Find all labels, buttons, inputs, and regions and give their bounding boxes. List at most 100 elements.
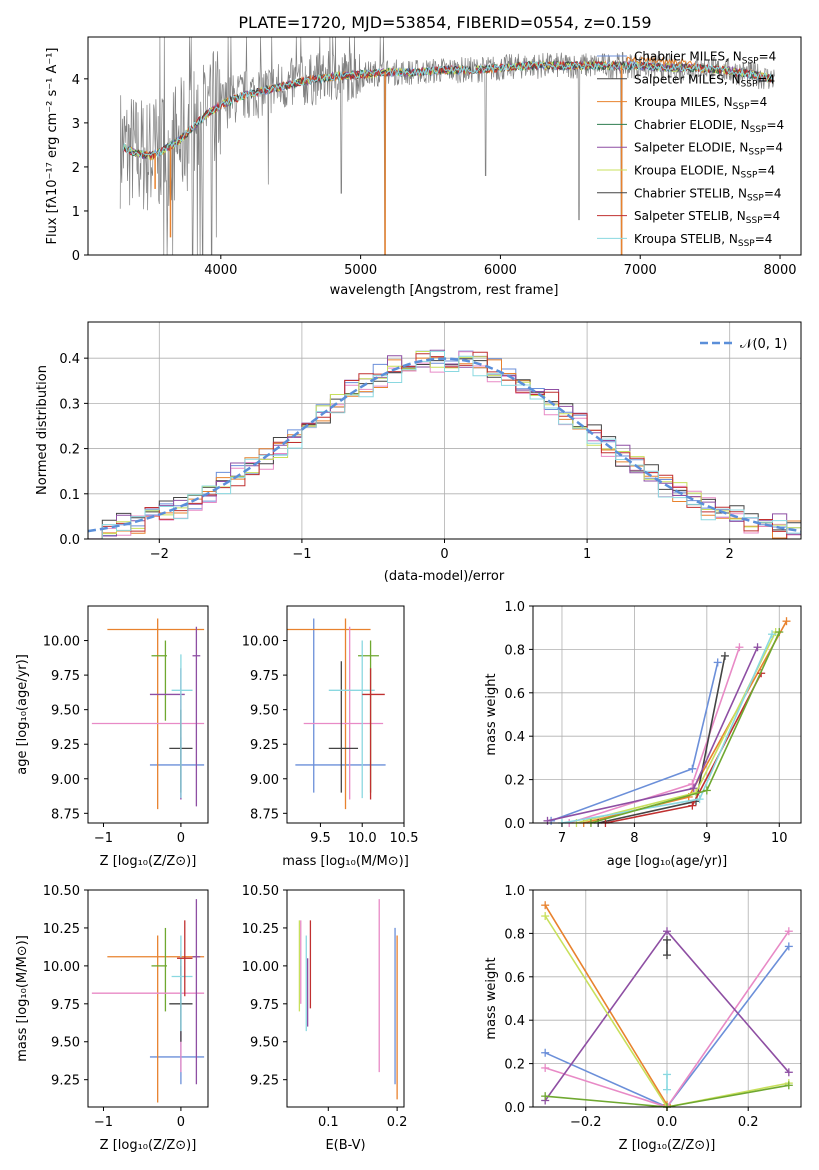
spectrum-model-line — [122, 60, 774, 160]
panel-age_vs_mass: 9.5 10.0 10.5 8.75 9.00 9.25 9.50 9.75 10.00 mass… — [242, 605, 418, 869]
panel-mass_vs_Z: −1 0 9.25 9.50 9.75 10.00 10.25 10.50 Z [log₁₀(Z… — [15, 884, 209, 1153]
spectrum-xtick-label: 5000 — [344, 263, 377, 278]
residuals-ytick-label: 0.1 — [59, 488, 80, 503]
residuals-xtick-label: 2 — [726, 547, 734, 562]
spectrum-legend-label: Salpeter ELODIE, NSSP=4 — [634, 141, 783, 158]
spectrum-legend-label-part: Kroupa STELIB, N — [634, 232, 738, 246]
massweight_vs_age-ylabel: mass weight — [484, 673, 499, 755]
spectrum-legend-label: Kroupa STELIB, NSSP=4 — [634, 232, 772, 249]
age_vs_Z-ytick-label: 9.00 — [51, 773, 80, 788]
massweight_vs_age-xtick-label: 9 — [703, 831, 711, 846]
age_vs_mass-ytick-label: 9.75 — [250, 669, 279, 684]
mass_vs_ebv-ytick-label: 9.25 — [250, 1074, 279, 1089]
residuals-xtick-label: −1 — [292, 547, 311, 562]
mass_vs_Z-ytick-label: 9.25 — [51, 1074, 80, 1089]
mass_vs_Z-ytick-label: 10.50 — [43, 884, 80, 899]
spectrum-legend-label-part: SSP — [750, 125, 767, 135]
spectrum-ytick-label: 4 — [72, 73, 80, 88]
spectrum-ticks: 4000 5000 6000 7000 8000 0 1 2 3 4 — [72, 73, 797, 278]
massweight_vs_Z-xlabel: Z [log₁₀(Z/Z⊙)] — [619, 1138, 716, 1153]
massweight_vs_age-line — [547, 646, 759, 822]
spectrum-xtick-label: 8000 — [763, 263, 796, 278]
spectrum-legend-label-part: =4 — [759, 50, 777, 64]
spectrum-legend-label-part: SSP — [741, 79, 758, 89]
massweight_vs_Z-ytick-label: 1.0 — [504, 884, 525, 899]
spectrum-ylabel: Flux [fλ10⁻¹⁷ erg cm⁻² s⁻¹ A⁻¹] — [45, 48, 60, 245]
massweight_vs_Z-line — [544, 904, 668, 1106]
residuals-xtick-label: −2 — [150, 547, 169, 562]
massweight_vs_age-ytick-label: 0.4 — [504, 730, 525, 745]
spectrum-legend-label-part: SSP — [742, 57, 759, 67]
spectrum-legend-label: Chabrier MILES, NSSP=4 — [634, 50, 776, 67]
spectrum-legend-label-part: SSP — [738, 239, 755, 249]
spectrum-xtick-label: 6000 — [484, 263, 517, 278]
spectrum-legend-label-part: =4 — [757, 72, 775, 86]
age_vs_mass-ytick-label: 8.75 — [250, 807, 279, 822]
panel-age_vs_Z: −1 0 8.75 9.00 9.25 9.50 9.75 10.00 Z [log₁₀(Z/Z… — [15, 605, 209, 869]
massweight_vs_age-xtick-label: 7 — [558, 831, 566, 846]
mass_vs_Z-ytick-label: 9.75 — [51, 998, 80, 1013]
mass_vs_Z-ytick-label: 9.50 — [51, 1036, 80, 1051]
massweight_vs_age-ytick-label: 1.0 — [504, 600, 525, 615]
age_vs_Z-frame — [87, 605, 209, 824]
spectrum-legend-label-part: =4 — [766, 118, 784, 132]
age_vs_mass-ytick-label: 9.25 — [250, 738, 279, 753]
residuals-legend: 𝒩(0, 1) — [700, 337, 787, 352]
massweight_vs_Z-ytick-label: 0.0 — [504, 1101, 525, 1116]
spectrum-legend-label: Kroupa MILES, NSSP=4 — [634, 95, 767, 112]
spectrum-lines — [119, 37, 775, 255]
mass_vs_ebv-frame — [286, 889, 405, 1108]
residuals-ytick-label: 0.2 — [59, 443, 80, 458]
panel-massweight_vs_Z: −0.2 0.0 0.2 0.0 0.2 0.4 0.6 0.8 1.0 Z [log₁₀(Z/Z… — [484, 884, 802, 1153]
mass_vs_ebv-xtick-label: 0.2 — [387, 1115, 408, 1130]
massweight_vs_age-ytick-label: 0.8 — [504, 643, 525, 658]
spectrum-legend-label-part: =4 — [764, 186, 782, 200]
residuals-xlabel: (data-model)/error — [384, 569, 505, 584]
mass_vs_ebv-xlabel: E(B-V) — [325, 1138, 365, 1153]
spectrum-plot-area — [119, 37, 775, 255]
spectrum-legend-label-part: =4 — [763, 209, 781, 223]
residuals-ticks: −2 −1 0 1 2 0.0 0.1 0.2 0.3 0.4 — [59, 352, 734, 562]
spectrum-legend-label: Salpeter MILES, NSSP=4 — [634, 72, 775, 89]
spectrum-legend-label-part: =4 — [765, 141, 783, 155]
age_vs_mass-ytick-label: 10.00 — [242, 635, 279, 650]
mass_vs_ebv-ytick-label: 10.00 — [242, 960, 279, 975]
spectrum-panel: 4000 5000 6000 7000 8000 0 1 2 3 4 wavelength [An… — [45, 36, 802, 298]
mass_vs_ebv-ytick-label: 10.50 — [242, 884, 279, 899]
spectrum-xtick-label: 7000 — [624, 263, 657, 278]
mass_vs_Z-ytick-label: 10.25 — [43, 922, 80, 937]
spectrum-legend-label: Kroupa ELODIE, NSSP=4 — [634, 164, 775, 181]
mass_vs_Z-xtick-label: 0 — [177, 1115, 185, 1130]
residuals-ylabel: Normed distribution — [35, 365, 50, 495]
spectrum-legend-label-part: SSP — [733, 102, 750, 112]
spectrum-ytick-label: 3 — [72, 117, 80, 132]
spectrum-legend-label-part: SSP — [748, 148, 765, 158]
massweight_vs_age-frame — [532, 605, 802, 824]
age_vs_Z-xlabel: Z [log₁₀(Z/Z⊙)] — [100, 854, 197, 869]
massweight_vs_Z-xtick-label: 0.2 — [738, 1115, 759, 1130]
residuals-legend-label: 𝒩(0, 1) — [740, 337, 787, 352]
spectrum-frame — [87, 36, 802, 256]
residuals-ytick-label: 0.3 — [59, 397, 80, 412]
massweight_vs_age-ytick-label: 0.6 — [504, 687, 525, 702]
age_vs_Z-ytick-label: 10.00 — [43, 635, 80, 650]
age_vs_Z-xtick-label: 0 — [177, 831, 185, 846]
massweight_vs_age-line — [598, 655, 726, 824]
mass_vs_ebv-xtick-label: 0.1 — [318, 1115, 339, 1130]
massweight_vs_age-line — [605, 672, 762, 824]
residuals-normal-curve — [87, 357, 802, 533]
spectrum-legend-label-part: Kroupa ELODIE, N — [634, 164, 741, 178]
spectrum-legend-label-part: SSP — [747, 193, 764, 203]
spectrum-xlabel: wavelength [Angstrom, rest frame] — [330, 283, 559, 298]
age_vs_Z-ylabel: age [log₁₀(age/yr)] — [15, 654, 30, 775]
massweight_vs_Z-ytick-label: 0.2 — [504, 1058, 525, 1073]
age_vs_Z-ytick-label: 9.75 — [51, 669, 80, 684]
spectrum-ytick-label: 1 — [72, 205, 80, 220]
age_vs_mass-ytick-label: 9.50 — [250, 704, 279, 719]
massweight_vs_age-xtick-label: 10 — [771, 831, 788, 846]
mass_vs_Z-xtick-label: −1 — [94, 1115, 113, 1130]
massweight_vs_Z-ytick-label: 0.6 — [504, 971, 525, 986]
age_vs_mass-xtick-label: 10.0 — [348, 831, 377, 846]
